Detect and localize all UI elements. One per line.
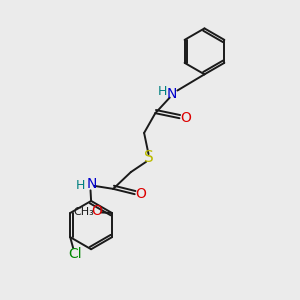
Text: O: O	[181, 111, 191, 125]
Text: CH₃: CH₃	[74, 207, 94, 217]
Text: H: H	[76, 179, 85, 192]
Text: N: N	[167, 87, 177, 101]
Text: O: O	[92, 204, 102, 218]
Text: S: S	[144, 150, 153, 165]
Text: Cl: Cl	[68, 247, 81, 261]
Text: O: O	[136, 187, 147, 201]
Text: H: H	[158, 85, 167, 98]
Text: N: N	[87, 177, 97, 191]
